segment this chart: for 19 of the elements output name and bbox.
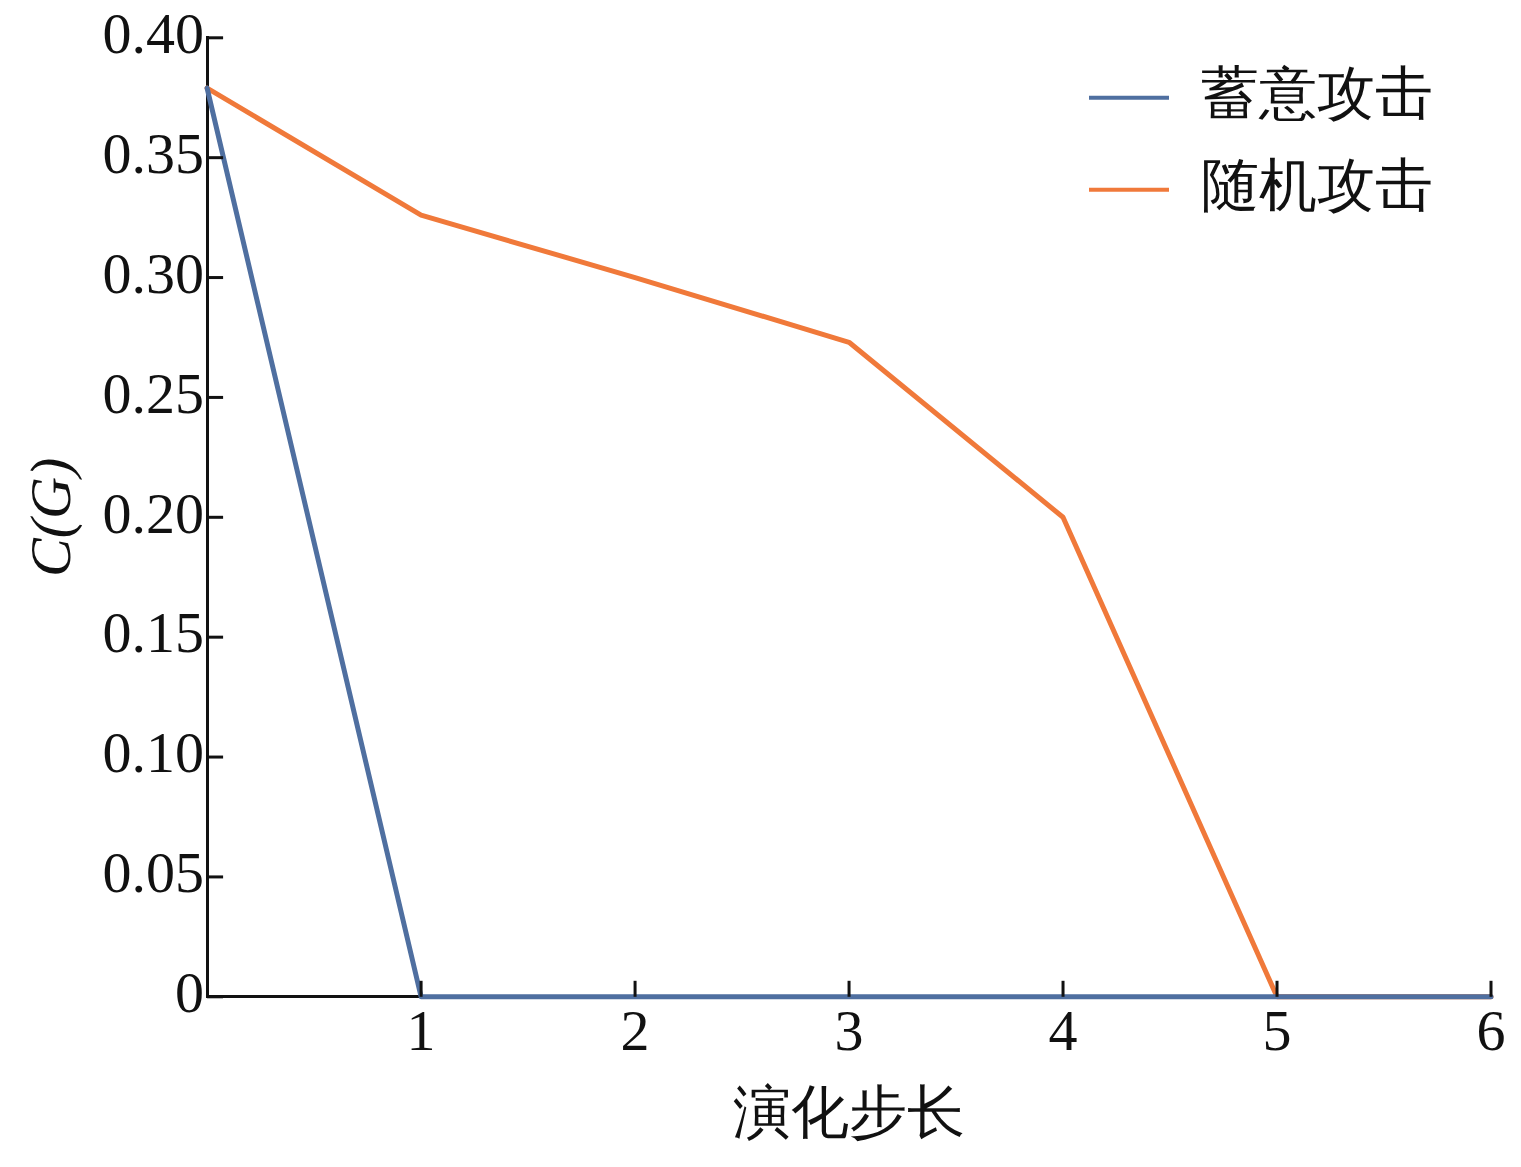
- y-tick-label: 0.35: [102, 120, 205, 186]
- x-axis-title: 演化步长: [733, 1080, 966, 1146]
- x-tick-label: 4: [1048, 997, 1078, 1063]
- y-tick-label: 0.15: [102, 600, 205, 666]
- x-tick-label: 5: [1262, 997, 1292, 1063]
- y-tick-label: 0.25: [102, 360, 205, 426]
- x-tick-label: 1: [406, 997, 436, 1063]
- y-tick-label: 0.40: [102, 1, 205, 67]
- x-tick-label: 3: [834, 997, 864, 1063]
- y-tick-label: 0.30: [102, 240, 205, 306]
- y-axis-title: C(G): [18, 457, 84, 577]
- y-tick-label: 0.05: [102, 840, 205, 906]
- x-tick-label: 2: [620, 997, 650, 1063]
- y-tick-label: 0.20: [102, 480, 205, 546]
- y-tick-label: 0: [175, 960, 205, 1026]
- y-tick-label: 0.10: [102, 720, 205, 786]
- legend-label: 随机攻击: [1201, 153, 1433, 219]
- x-tick-label: 6: [1476, 997, 1506, 1063]
- legend-label: 蓄意攻击: [1201, 61, 1433, 127]
